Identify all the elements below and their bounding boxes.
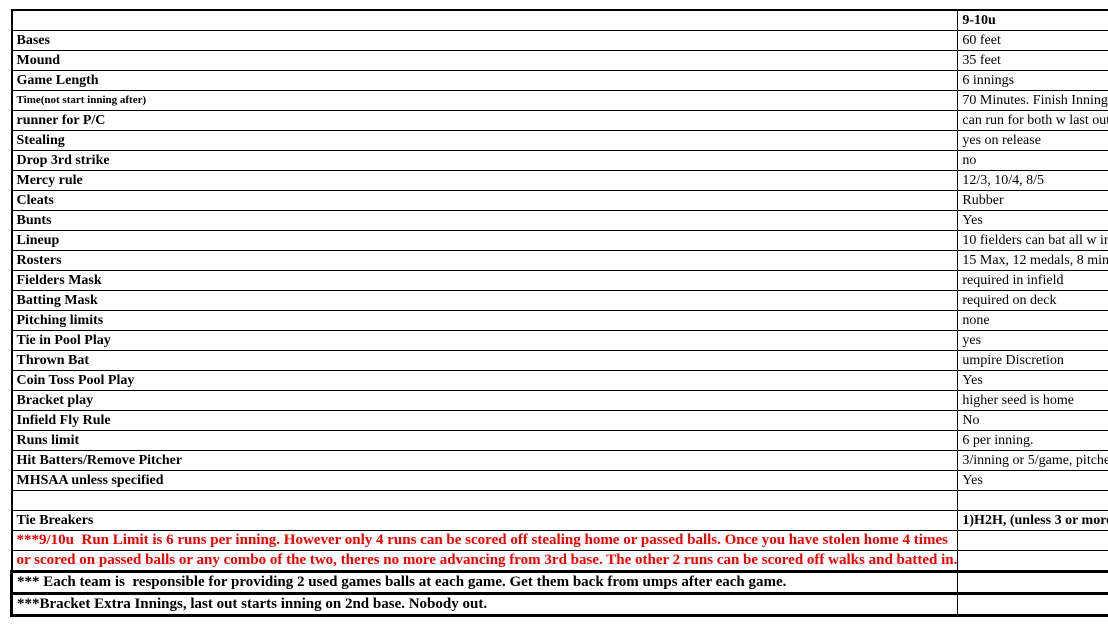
rule-label-cell: Fielders Mask (10, 270, 959, 291)
rule-label-cell: Bases (10, 30, 959, 51)
rule-label-cell: Time(not start inning after) (10, 90, 959, 111)
rule-value-cell (957, 490, 1108, 511)
rule-value-cell: 10 fielders can bat all w injury penalty (957, 230, 1108, 251)
note-text: ***Bracket Extra Innings, last out start… (17, 596, 488, 613)
rule-value-cell: Yes (957, 470, 1108, 491)
note-text: *** Each team is responsible for providi… (17, 574, 787, 591)
note-text: ***9/10u Run Limit is 6 runs per inning.… (16, 532, 948, 549)
rule-label-cell: Tie in Pool Play (10, 330, 959, 351)
rule-label-cell: Bunts (10, 210, 959, 231)
rule-label-cell: Lineup (10, 230, 959, 251)
rule-value-cell: Yes (957, 210, 1108, 231)
note-text: or scored on passed balls or any combo o… (16, 552, 958, 569)
rule-value-cell: yes on release (957, 130, 1108, 151)
note-cell: *** Each team is responsible for providi… (9, 570, 959, 595)
rule-label-cell: Bracket play (10, 390, 959, 411)
rule-value-cell: 6 per inning. (957, 430, 1108, 451)
rule-row: Hit Batters/Remove Pitcher 3/inning or 5/… (10, 450, 1108, 471)
rule-value-cell: 3/inning or 5/game, pitcher done (957, 450, 1108, 471)
note-cell: or scored on passed balls or any combo o… (10, 550, 959, 572)
rule-value-cell: No (957, 410, 1108, 431)
rule-value-cell: none (957, 310, 1108, 331)
rule-value-cell: Yes (957, 370, 1108, 391)
rule-label-cell: Runs limit (10, 430, 959, 451)
rule-value-cell: 35 feet (957, 50, 1108, 71)
rule-label-cell: Cleats (10, 190, 959, 211)
column-header-9-10u: 9-10u (957, 9, 1108, 31)
rule-row: Coin Toss Pool PlayYesYesYes (10, 370, 1108, 391)
rule-label-cell: Coin Toss Pool Play (10, 370, 959, 391)
rule-value-cell: required in infield (957, 270, 1108, 291)
rule-label-cell: Stealing (10, 130, 959, 151)
spacer-row (10, 490, 1108, 511)
rule-row: runner for P/C can run for both w last ou… (10, 110, 1108, 131)
rule-value-cell: can run for both w last out (957, 110, 1108, 131)
rule-row: Infield Fly RuleNoyesyes (10, 410, 1108, 431)
rule-label-cell: Game Length (10, 70, 959, 91)
rule-value-cell: umpire Discretion (957, 350, 1108, 371)
rule-row: CleatsRubberRubberRubber/Metal (10, 190, 1108, 211)
note-empty-cell (957, 570, 1108, 595)
rule-value-cell: 1)H2H, (unless 3 or more tied) (957, 510, 1108, 531)
note-row: ***Bracket Extra Innings, last out start… (9, 593, 1108, 617)
rule-label-cell: Tie Breakers (10, 510, 959, 531)
rule-value-cell: required on deck (957, 290, 1108, 311)
rule-value-cell: 6 innings (957, 70, 1108, 91)
rule-label-cell: Mound (10, 50, 959, 71)
rule-value-cell: no (957, 150, 1108, 171)
rule-value-cell: 70 Minutes. Finish Inning (957, 90, 1108, 111)
rule-label-cell: Rosters (10, 250, 959, 271)
rule-label-cell: Drop 3rd strike (10, 150, 959, 171)
rule-row: MHSAA unless specifiedYesYesYes (10, 470, 1108, 491)
rule-label-cell: Hit Batters/Remove Pitcher (10, 450, 959, 471)
note-cell: ***9/10u Run Limit is 6 runs per inning.… (10, 530, 959, 551)
rule-value-cell: 12/3, 10/4, 8/5 (957, 170, 1108, 191)
rule-value-cell: Rubber (957, 190, 1108, 211)
rule-label-cell: MHSAA unless specified (10, 470, 959, 491)
rule-row: Time(not start inning after) 70 Minutes. … (10, 90, 1108, 111)
rule-value-cell: 15 Max, 12 medals, 8 minimum (957, 250, 1108, 271)
rule-label-cell: Mercy rule (10, 170, 959, 191)
note-empty-cell (957, 593, 1108, 617)
rule-label-cell: Pitching limits (10, 310, 959, 331)
rule-value-cell: 60 feet (957, 30, 1108, 51)
rule-value-cell: higher seed is home (957, 390, 1108, 411)
note-row: *** Each team is responsible for providi… (9, 570, 1108, 595)
rule-label-cell: Batting Mask (10, 290, 959, 311)
rule-row: BuntsYesyesyes (10, 210, 1108, 231)
note-row: or scored on passed balls or any combo o… (10, 550, 1108, 572)
rule-label-cell: Thrown Bat (10, 350, 959, 371)
rule-label-cell: runner for P/C (10, 110, 959, 131)
header-row: 9-10u 11-12U 13-18U (10, 9, 1108, 31)
rule-row: Pitching limitsnonenonenone (10, 310, 1108, 331)
note-cell: ***Bracket Extra Innings, last out start… (9, 593, 959, 617)
note-empty-cell (957, 550, 1108, 572)
rule-row: Tie in Pool Playyesyesyes (10, 330, 1108, 351)
rule-label-cell (10, 490, 959, 511)
rule-value-cell: yes (957, 330, 1108, 351)
column-header-blank (10, 9, 959, 31)
rule-label-cell: Infield Fly Rule (10, 410, 959, 431)
rule-row: Drop 3rd strikenoyesyes (10, 150, 1108, 171)
note-row: ***9/10u Run Limit is 6 runs per inning.… (10, 530, 1108, 551)
note-empty-cell (957, 530, 1108, 551)
